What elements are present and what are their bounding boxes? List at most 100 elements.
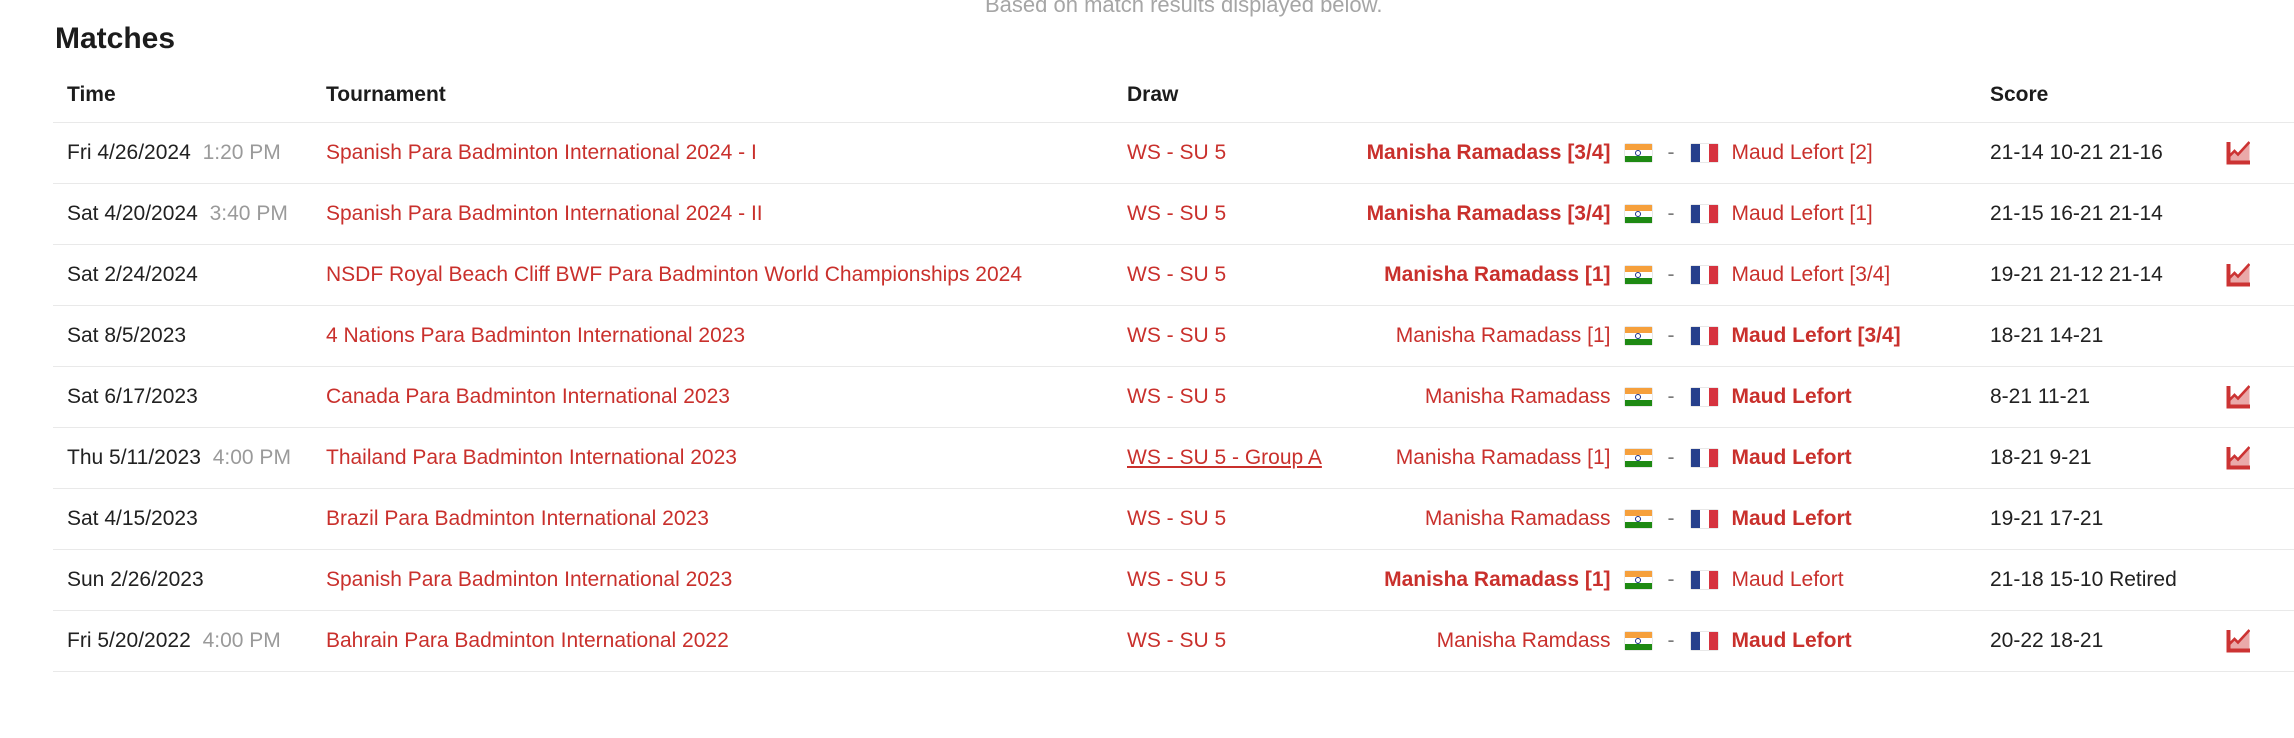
player2-link[interactable]: Maud Lefort [1]	[1731, 202, 1873, 225]
tournament-link[interactable]: Brazil Para Badminton International 2023	[326, 507, 709, 530]
player1-link[interactable]: Manisha Ramadass [1]	[1395, 446, 1611, 469]
draw-link[interactable]: WS - SU 5	[1127, 507, 1227, 530]
match-time-cell: Sat 4/15/2023	[53, 507, 326, 531]
versus-separator: -	[1667, 202, 1675, 225]
tournament-link[interactable]: Spanish Para Badminton International 202…	[326, 202, 763, 225]
draw-link[interactable]: WS - SU 5	[1127, 263, 1227, 286]
player2-link[interactable]: Maud Lefort [3/4]	[1731, 324, 1901, 347]
player1-link[interactable]: Manisha Ramadass [3/4]	[1366, 141, 1611, 164]
france-flag-icon	[1690, 571, 1718, 589]
france-flag-icon	[1690, 327, 1718, 345]
player1-link[interactable]: Manisha Ramadass [1]	[1384, 568, 1611, 591]
match-date: Thu 5/11/2023	[67, 446, 201, 469]
draw-link[interactable]: WS - SU 5	[1127, 141, 1227, 164]
players-cell: Manisha Ramadass [1] - Maud Lefort [3/4]	[1352, 263, 1990, 287]
india-flag-icon	[1624, 632, 1652, 650]
players-cell: Manisha Ramadass [1] - Maud Lefort	[1352, 568, 1990, 592]
chakra-icon	[1635, 333, 1641, 339]
player2-link[interactable]: Maud Lefort	[1731, 446, 1852, 469]
player2-link[interactable]: Maud Lefort [2]	[1731, 141, 1873, 164]
draw-link[interactable]: WS - SU 5	[1127, 385, 1227, 408]
match-clock: 4:00 PM	[206, 446, 291, 469]
match-date: Fri 4/26/2024	[67, 141, 191, 164]
match-stats-chart-icon[interactable]	[2224, 261, 2251, 289]
tournament-link[interactable]: NSDF Royal Beach Cliff BWF Para Badminto…	[326, 263, 1023, 286]
match-stats-chart-icon[interactable]	[2224, 444, 2251, 472]
match-clock: 4:00 PM	[196, 629, 281, 652]
draw-link[interactable]: WS - SU 5 - Group A	[1127, 446, 1322, 469]
versus-separator: -	[1667, 141, 1675, 164]
tournament-link[interactable]: Spanish Para Badminton International 202…	[326, 141, 757, 164]
india-flag-icon	[1624, 510, 1652, 528]
player2-link[interactable]: Maud Lefort	[1731, 385, 1852, 408]
player1-link[interactable]: Manisha Ramadass [3/4]	[1366, 202, 1611, 225]
player1-link[interactable]: Manisha Ramadass [1]	[1395, 324, 1611, 347]
versus-separator: -	[1667, 385, 1675, 408]
match-row: Thu 5/11/2023 4:00 PM Thailand Para Badm…	[53, 428, 2294, 489]
players-cell: Manisha Ramadass [3/4] - Maud Lefort [2]	[1352, 141, 1990, 165]
match-stats-chart-icon[interactable]	[2224, 383, 2251, 411]
player1-link[interactable]: Manisha Ramadass	[1424, 507, 1611, 530]
match-date: Fri 5/20/2022	[67, 629, 191, 652]
chakra-icon	[1635, 516, 1641, 522]
match-score: 18-21 9-21	[1990, 446, 2092, 469]
tournament-link[interactable]: Thailand Para Badminton International 20…	[326, 446, 737, 469]
players-cell: Manisha Ramdass - Maud Lefort	[1352, 629, 1990, 653]
match-row: Fri 5/20/2022 4:00 PM Bahrain Para Badmi…	[53, 611, 2294, 672]
players-cell: Manisha Ramadass [1] - Maud Lefort	[1352, 446, 1990, 470]
tournament-link[interactable]: Spanish Para Badminton International 202…	[326, 568, 733, 591]
players-cell: Manisha Ramadass [1] - Maud Lefort [3/4]	[1352, 324, 1990, 348]
match-clock: 1:20 PM	[196, 141, 281, 164]
player1-link[interactable]: Manisha Ramadass	[1424, 385, 1611, 408]
tournament-link[interactable]: Canada Para Badminton International 2023	[326, 385, 730, 408]
match-row: Sat 6/17/2023 Canada Para Badminton Inte…	[53, 367, 2294, 428]
match-score: 21-14 10-21 21-16	[1990, 141, 2163, 164]
match-row: Fri 4/26/2024 1:20 PM Spanish Para Badmi…	[53, 123, 2294, 184]
match-score: 18-21 14-21	[1990, 324, 2104, 347]
tournament-link[interactable]: Bahrain Para Badminton International 202…	[326, 629, 729, 652]
match-score: 21-15 16-21 21-14	[1990, 202, 2163, 225]
match-date: Sat 6/17/2023	[67, 385, 198, 408]
match-time-cell: Thu 5/11/2023 4:00 PM	[53, 446, 326, 470]
india-flag-icon	[1624, 266, 1652, 284]
player1-link[interactable]: Manisha Ramadass [1]	[1384, 263, 1611, 286]
france-flag-icon	[1690, 144, 1718, 162]
france-flag-icon	[1690, 205, 1718, 223]
versus-separator: -	[1667, 507, 1675, 530]
player2-link[interactable]: Maud Lefort	[1731, 568, 1844, 591]
match-stats-chart-icon[interactable]	[2224, 139, 2251, 167]
match-stats-chart-icon[interactable]	[2224, 627, 2251, 655]
versus-separator: -	[1667, 568, 1675, 591]
match-date: Sun 2/26/2023	[67, 568, 204, 591]
player1-link[interactable]: Manisha Ramdass	[1436, 629, 1611, 652]
versus-separator: -	[1667, 263, 1675, 286]
chakra-icon	[1635, 455, 1641, 461]
france-flag-icon	[1690, 510, 1718, 528]
players-cell: Manisha Ramadass [3/4] - Maud Lefort [1]	[1352, 202, 1990, 226]
tournament-link[interactable]: 4 Nations Para Badminton International 2…	[326, 324, 746, 347]
draw-link[interactable]: WS - SU 5	[1127, 629, 1227, 652]
header-score: Score	[1990, 83, 2049, 106]
player2-link[interactable]: Maud Lefort	[1731, 629, 1852, 652]
header-tournament: Tournament	[326, 83, 446, 106]
match-score: 19-21 17-21	[1990, 507, 2104, 530]
draw-link[interactable]: WS - SU 5	[1127, 202, 1227, 225]
draw-link[interactable]: WS - SU 5	[1127, 324, 1227, 347]
chakra-icon	[1635, 272, 1641, 278]
chakra-icon	[1635, 211, 1641, 217]
draw-link[interactable]: WS - SU 5	[1127, 568, 1227, 591]
france-flag-icon	[1690, 388, 1718, 406]
players-cell: Manisha Ramadass - Maud Lefort	[1352, 385, 1990, 409]
chakra-icon	[1635, 394, 1641, 400]
match-row: Sat 8/5/2023 4 Nations Para Badminton In…	[53, 306, 2294, 367]
match-time-cell: Fri 4/26/2024 1:20 PM	[53, 141, 326, 165]
player2-link[interactable]: Maud Lefort	[1731, 507, 1852, 530]
match-time-cell: Sat 6/17/2023	[53, 385, 326, 409]
match-time-cell: Sat 8/5/2023	[53, 324, 326, 348]
match-score: 8-21 11-21	[1990, 385, 2091, 408]
match-date: Sat 4/20/2024	[67, 202, 198, 225]
header-draw: Draw	[1127, 83, 1179, 106]
player2-link[interactable]: Maud Lefort [3/4]	[1731, 263, 1891, 286]
h2h-note: Based on match results displayed below.	[985, 0, 1383, 17]
france-flag-icon	[1690, 266, 1718, 284]
